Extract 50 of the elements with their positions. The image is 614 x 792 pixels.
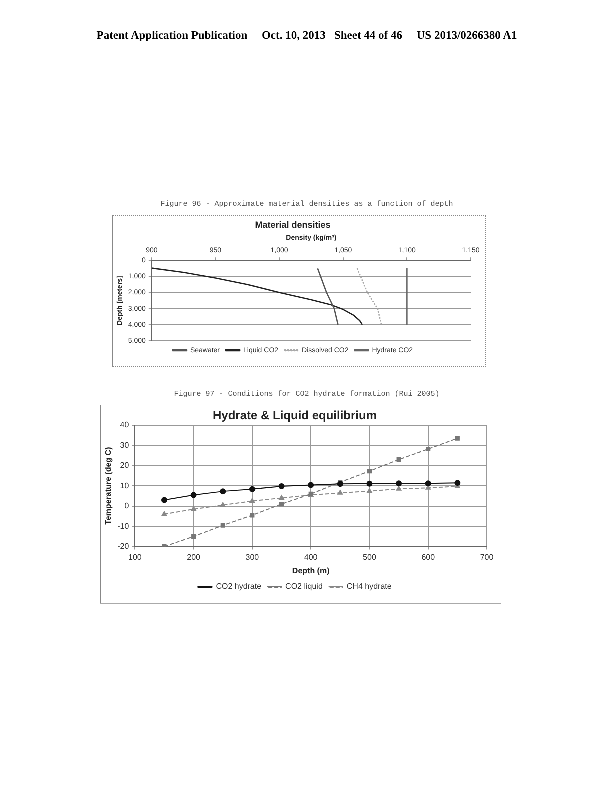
- point: [367, 469, 372, 474]
- x-tick-label: 700: [480, 552, 494, 562]
- point: [396, 480, 402, 487]
- y-tick-label: 20: [120, 461, 130, 470]
- point: [366, 480, 373, 487]
- x-tick-label: 200: [187, 552, 202, 562]
- point: [192, 534, 196, 539]
- point: [220, 523, 226, 528]
- y-tick-label: 40: [120, 420, 130, 430]
- x-tick-label: 300: [246, 552, 260, 562]
- text: Patent Application Publication Oct. 10, 2013 Sheet 44 of 46 US 2013/0266380 A1: [96, 30, 518, 42]
- x-axis-title: Depth (m): [292, 566, 330, 576]
- point: [250, 513, 255, 518]
- point: [454, 480, 461, 486]
- y-tick-label: 30: [120, 440, 130, 450]
- y-tick-label: -20: [118, 542, 130, 552]
- point: [161, 497, 168, 504]
- legend-label: CO2 liquid: [286, 582, 323, 592]
- x-tick-label: 500: [363, 552, 377, 562]
- point: [396, 486, 402, 491]
- legend-label: CH4 hydrate: [346, 582, 392, 592]
- point: [220, 488, 226, 495]
- point: [191, 506, 196, 512]
- point: [396, 458, 402, 462]
- x-tick-label: 600: [422, 552, 436, 562]
- point: [367, 488, 372, 494]
- point: [220, 502, 226, 508]
- point: [279, 495, 284, 500]
- y-axis-title: Temperature (deg C): [104, 446, 114, 525]
- chart-title: Material densities: [255, 220, 331, 230]
- point: [278, 484, 285, 490]
- y-tick-label: 0: [124, 502, 130, 511]
- x-tick-label: 400: [304, 552, 318, 562]
- point: [338, 490, 344, 495]
- chart-title: Hydrate & Liquid equilibrium: [212, 408, 378, 423]
- point: [250, 498, 256, 504]
- y-tick-label: -10: [118, 522, 130, 531]
- point: [308, 482, 314, 488]
- point: [249, 486, 256, 492]
- point: [337, 481, 344, 488]
- point: [190, 492, 197, 498]
- point: [455, 436, 460, 441]
- y-tick-label: 10: [120, 481, 130, 490]
- x-tick-label: 100: [128, 552, 142, 562]
- point: [162, 511, 168, 516]
- point: [279, 502, 284, 507]
- legend-label: CO2 hydrate: [216, 582, 262, 592]
- point: [425, 480, 432, 487]
- line-series: [356, 268, 382, 326]
- point: [426, 447, 431, 452]
